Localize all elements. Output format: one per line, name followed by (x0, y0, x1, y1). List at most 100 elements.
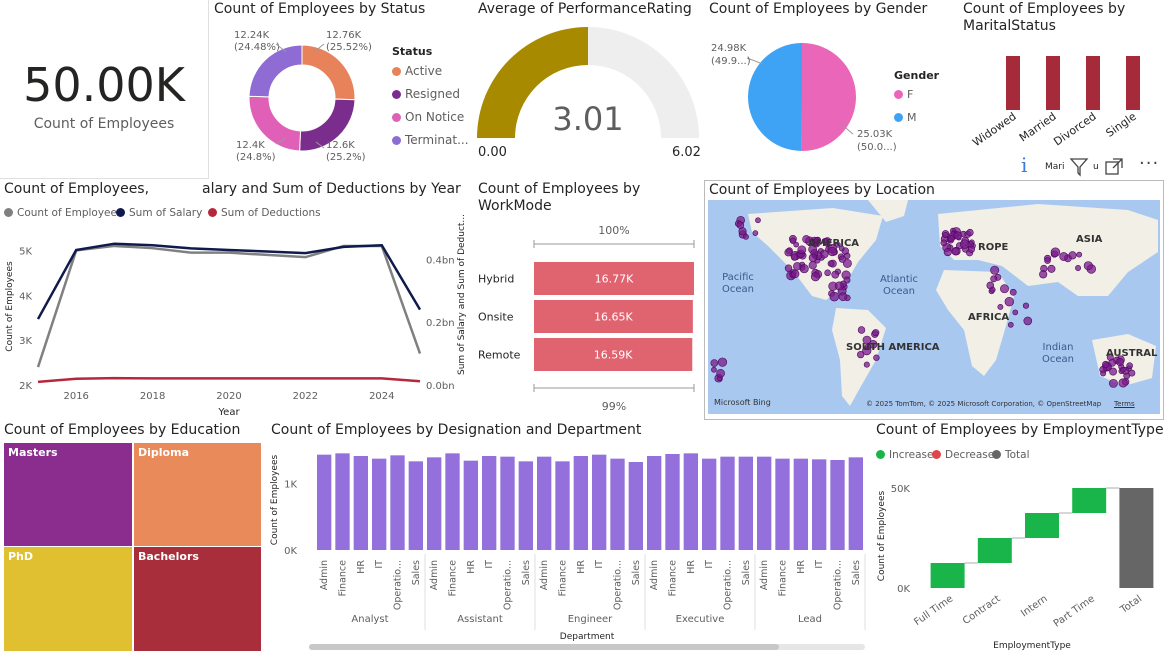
desig-dept-label: Sales (521, 560, 532, 585)
treemap-bachelors[interactable]: Bachelors (133, 546, 262, 652)
desig-x-title: Department (560, 632, 615, 642)
designation-chart[interactable]: Count of Employees by Designation and De… (267, 422, 870, 655)
map-point (967, 245, 976, 253)
kpi-label: Count of Employees (33, 116, 175, 132)
designation-scrollbar[interactable] (309, 644, 865, 650)
desig-dept-label: Finance (668, 560, 679, 596)
emp-bar (1072, 488, 1107, 513)
marital-bar (1046, 56, 1060, 110)
map-terms[interactable]: Terms (1114, 400, 1135, 408)
map-point (953, 231, 962, 240)
status-data-label: 12.24K (234, 30, 270, 41)
status-legend-item[interactable]: Active (392, 64, 442, 78)
desig-bar (427, 457, 442, 550)
desig-dept-label: Operatio... (613, 560, 624, 610)
trend-y-tick: 3K (19, 336, 32, 347)
filter-icon[interactable] (1069, 157, 1089, 177)
expand-icon[interactable] (1104, 157, 1124, 177)
workmode-top-label: 100% (598, 224, 629, 237)
desig-group-label: Assistant (457, 614, 503, 625)
perf-title: Average of PerformanceRating (478, 1, 692, 17)
map-point (755, 217, 761, 224)
treemap-masters[interactable]: Masters (3, 442, 133, 547)
map-label-south-america: SOUTH AMERICA (846, 342, 940, 353)
gender-legend-m[interactable]: M (894, 111, 917, 124)
desig-dept-label: Operatio... (723, 560, 734, 610)
more-icon[interactable]: ··· (1139, 153, 1160, 174)
map-point (827, 260, 835, 267)
map-label-america: AMERICA (808, 238, 860, 249)
map-canvas[interactable]: AMERICA ROPE ASIA Pacific Ocean Atlantic… (708, 200, 1160, 414)
status-chart[interactable]: Count of Employees by Status 12.76K (25.5… (210, 0, 472, 175)
map-label-atlantic: Atlantic Ocean (880, 274, 919, 297)
perf-gauge[interactable]: Average of PerformanceRating 3.01 0.00 6… (474, 0, 704, 175)
map-point (838, 245, 845, 252)
location-title: Count of Employees by Location (709, 182, 935, 198)
gender-chart[interactable]: Count of Employees by Gender 24.98K (49.… (705, 0, 957, 175)
map-point (810, 272, 821, 282)
workmode-bar-label: 16.65K (594, 311, 633, 324)
trend-title-right: alary and Sum of Deductions by Year (202, 181, 461, 197)
status-legend-item[interactable]: Terminat... (392, 133, 469, 147)
desig-dept-label: IT (594, 560, 605, 569)
workmode-category-label: Onsite (478, 311, 514, 324)
trend-chart[interactable]: Count of Employees, alary and Sum of Ded… (0, 180, 470, 420)
map-label-asia: ASIA (1076, 234, 1103, 245)
gauge-fill (477, 27, 588, 138)
marital-tick-label: Single (1104, 110, 1139, 140)
employment-legend-item[interactable]: Increase (876, 449, 933, 461)
map-point (789, 237, 797, 244)
marital-tick-label: Widowed (970, 110, 1019, 149)
workmode-bar (534, 262, 694, 295)
trend-legend-item[interactable]: Sum of Deductions (208, 207, 321, 219)
marital-small-label: Mari (1045, 162, 1065, 172)
desig-bar (757, 456, 772, 550)
desig-dept-label: Sales (411, 560, 422, 585)
kpi-value: 50.00K (23, 58, 185, 112)
map-point (947, 235, 955, 242)
kpi-card[interactable]: 50.00K Count of Employees (0, 0, 209, 179)
marital-bar (1086, 56, 1100, 110)
map-point (1068, 251, 1077, 260)
workmode-chart[interactable]: Count of Employees by WorkMode 100% 16.77… (474, 180, 702, 420)
employment-chart[interactable]: Count of Employees by EmploymentType Inc… (872, 422, 1165, 655)
map-point (790, 253, 799, 261)
desig-group-label: Lead (798, 614, 822, 625)
gender-legend-f[interactable]: F (894, 88, 913, 101)
treemap-diploma[interactable]: Diploma (133, 442, 262, 547)
trend-legend-item[interactable]: Sum of Salary (116, 207, 202, 219)
desig-bar (463, 460, 478, 550)
map-point (1126, 362, 1133, 369)
employment-legend-item[interactable]: Decrease (932, 449, 994, 461)
status-legend-item[interactable]: Resigned (392, 87, 460, 101)
desig-bar (537, 456, 552, 550)
trend-series-line (36, 244, 422, 368)
treemap-phd[interactable]: PhD (3, 546, 133, 652)
employment-legend-item[interactable]: Total (992, 449, 1030, 461)
eurasia-land (938, 204, 1158, 296)
status-data-label: 12.4K (236, 140, 265, 151)
info-icon[interactable]: i (1021, 153, 1028, 177)
marital-title: Count of Employees by (963, 1, 1126, 17)
education-chart[interactable]: Count of Employees by Education Masters … (0, 422, 265, 655)
marital-chart[interactable]: Count of Employees by MaritalStatus Wido… (959, 0, 1165, 178)
desig-dept-label: IT (814, 560, 825, 569)
desig-dept-label: HR (356, 560, 367, 574)
desig-dept-label: HR (576, 560, 587, 574)
trend-legend-item[interactable]: Count of Employees (4, 207, 122, 219)
trend-y2-title: Sum of Salary and Sum of Deduct... (457, 214, 467, 375)
map-point (808, 253, 818, 263)
map-point (797, 245, 807, 255)
status-legend-item[interactable]: On Notice (392, 110, 464, 124)
trend-series-line (36, 242, 422, 320)
marital-bar (1006, 56, 1020, 110)
status-slice-3 (248, 44, 303, 98)
workmode-svg: 100% 16.77K Hybrid 16.65K Onsite 16.59K Remote… (478, 224, 695, 413)
perf-min: 0.00 (478, 145, 507, 160)
map-point (1039, 270, 1048, 279)
trend-y2-tick: 0.2bn (426, 318, 455, 329)
scrollbar-thumb[interactable] (309, 644, 779, 650)
desig-bar (573, 456, 588, 550)
desig-bar (647, 456, 662, 550)
map-point (1108, 378, 1118, 388)
